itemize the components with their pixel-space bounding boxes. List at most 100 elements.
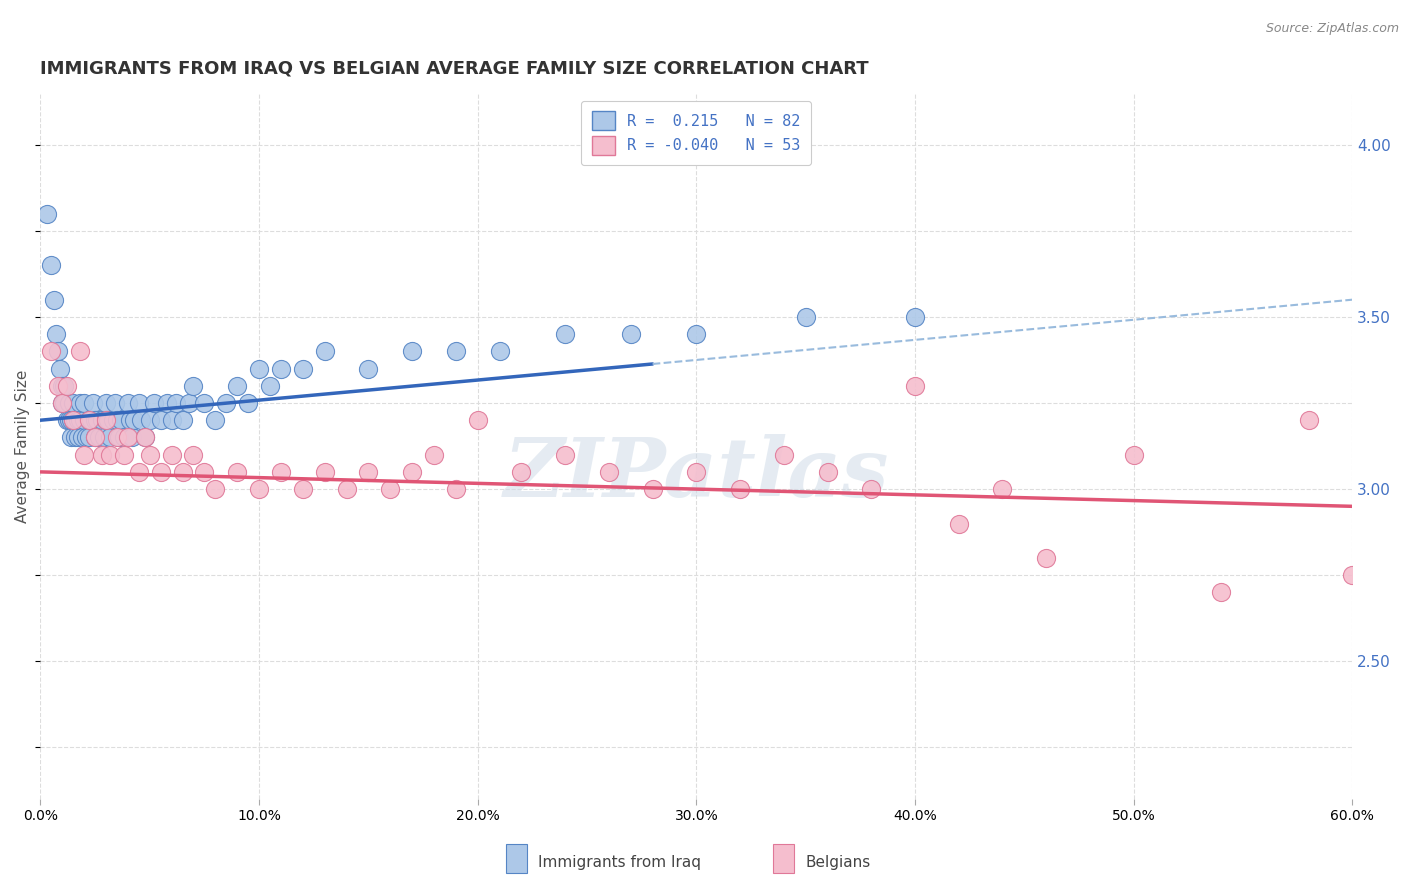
Point (93, 430, 115, 444)
Point (138, 413, 160, 427)
Point (554, 327, 576, 342)
Point (58, 413, 80, 427)
Point (53, 396, 76, 410)
Point (1122, 448, 1144, 462)
Point (90, 448, 112, 462)
Point (51, 396, 73, 410)
Point (794, 310, 817, 324)
Point (117, 396, 139, 410)
Point (82, 396, 104, 410)
Point (41, 344, 63, 359)
Point (488, 344, 510, 359)
Point (143, 396, 166, 410)
Point (156, 396, 179, 410)
Point (204, 413, 226, 427)
Point (58, 396, 80, 410)
Point (259, 378, 281, 392)
Point (86, 413, 108, 427)
Point (1341, 568, 1364, 582)
Point (46, 344, 69, 359)
Point (108, 430, 131, 444)
Point (134, 430, 156, 444)
Point (62, 413, 84, 427)
Point (193, 396, 215, 410)
Text: IMMIGRANTS FROM IRAQ VS BELGIAN AVERAGE FAMILY SIZE CORRELATION CHART: IMMIGRANTS FROM IRAQ VS BELGIAN AVERAGE … (41, 60, 869, 78)
Point (65, 413, 87, 427)
Point (357, 465, 380, 479)
Point (510, 465, 533, 479)
Point (60, 413, 83, 427)
Point (60, 430, 83, 444)
Y-axis label: Average Family Size: Average Family Size (15, 369, 30, 523)
Point (165, 396, 187, 410)
Point (90, 413, 112, 427)
Point (62, 413, 84, 427)
Point (467, 413, 489, 427)
Point (69, 413, 91, 427)
Point (236, 396, 259, 410)
Point (380, 482, 402, 496)
Point (35, 206, 58, 220)
Point (110, 413, 132, 427)
Point (423, 448, 446, 462)
Point (101, 413, 124, 427)
Point (84, 430, 107, 444)
Point (728, 482, 751, 496)
Point (620, 327, 643, 342)
Point (1035, 551, 1057, 566)
Point (77, 413, 100, 427)
Point (270, 465, 292, 479)
Point (104, 396, 127, 410)
Point (444, 482, 467, 496)
Text: Immigrants from Iraq: Immigrants from Iraq (538, 855, 702, 870)
Point (70, 430, 93, 444)
Bar (506, 844, 527, 873)
Point (62, 396, 84, 410)
Point (105, 430, 128, 444)
Point (121, 430, 143, 444)
Point (314, 465, 336, 479)
Point (948, 516, 970, 531)
Point (45, 327, 67, 342)
Point (94, 396, 117, 410)
Point (160, 413, 183, 427)
Point (1209, 585, 1232, 599)
Point (247, 482, 270, 496)
Point (226, 465, 249, 479)
Point (554, 448, 576, 462)
Point (335, 482, 357, 496)
Point (77, 413, 100, 427)
Point (94, 413, 117, 427)
Point (860, 482, 883, 496)
Point (89, 430, 111, 444)
Point (904, 310, 927, 324)
Text: ZIPatlas: ZIPatlas (503, 434, 889, 515)
Point (112, 448, 135, 462)
Point (226, 378, 249, 392)
Point (73, 448, 96, 462)
Point (100, 430, 122, 444)
Point (97, 413, 120, 427)
Point (112, 430, 135, 444)
Point (204, 482, 226, 496)
Point (55, 413, 77, 427)
Text: Source: ZipAtlas.com: Source: ZipAtlas.com (1265, 22, 1399, 36)
Point (357, 361, 380, 376)
Point (247, 361, 270, 376)
Point (94, 413, 117, 427)
Point (41, 258, 63, 272)
Point (1298, 413, 1320, 427)
Point (270, 361, 292, 376)
Point (84, 430, 107, 444)
Point (65, 430, 87, 444)
Point (51, 396, 73, 410)
Point (138, 448, 160, 462)
Point (51, 378, 73, 392)
Point (53, 378, 76, 392)
Point (100, 448, 122, 462)
Point (172, 413, 194, 427)
Point (401, 465, 423, 479)
Point (128, 396, 150, 410)
Bar (773, 844, 794, 873)
Point (120, 413, 142, 427)
